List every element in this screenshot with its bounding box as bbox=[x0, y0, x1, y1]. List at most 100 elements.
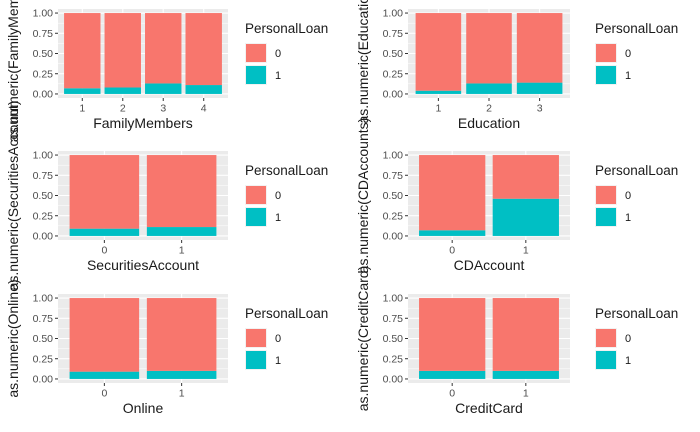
y-axis-title: as.numeric(CreditCard) bbox=[355, 266, 371, 411]
bar-segment-loan-1 bbox=[492, 370, 559, 379]
bar-segment-loan-1 bbox=[69, 371, 140, 379]
y-tick-label: 0.75 bbox=[33, 28, 54, 40]
y-axis-title: as.numeric(FamilyMembers) bbox=[5, 0, 21, 142]
y-axis-title: as.numeric(CDAccounts) bbox=[355, 118, 371, 274]
legend-label: 1 bbox=[625, 355, 631, 367]
x-tick-label: 4 bbox=[201, 103, 207, 115]
x-tick-label: 2 bbox=[486, 103, 492, 115]
y-tick-label: 1.00 bbox=[33, 150, 54, 162]
legend-title: PersonalLoan bbox=[595, 306, 678, 321]
y-tick-label: 0.50 bbox=[33, 190, 54, 202]
bar-segment-loan-0 bbox=[146, 298, 217, 371]
bar-segment-loan-0 bbox=[419, 298, 486, 371]
x-tick-label: 0 bbox=[101, 388, 107, 400]
legend: PersonalLoan 0 1 bbox=[595, 306, 678, 370]
legend-key-swatch bbox=[246, 208, 266, 226]
x-axis-title: SecuritiesAccount bbox=[87, 257, 199, 273]
legend-title: PersonalLoan bbox=[245, 306, 328, 321]
x-tick-label: 0 bbox=[449, 388, 455, 400]
legend-key-swatch bbox=[596, 186, 616, 204]
y-tick-label: 1.00 bbox=[383, 150, 404, 162]
legend-label: 1 bbox=[625, 212, 631, 224]
bar-segment-loan-0 bbox=[492, 298, 559, 371]
bar-segment-loan-1 bbox=[146, 370, 217, 379]
legend-key-swatch bbox=[246, 186, 266, 204]
y-axis-title: as.numeric(Online) bbox=[5, 279, 21, 397]
x-tick-label: 1 bbox=[179, 245, 185, 257]
bar-segment-loan-0 bbox=[145, 13, 182, 84]
y-axis-title: as.numeric(Education) bbox=[355, 0, 371, 124]
y-tick-label: 0.25 bbox=[383, 210, 404, 222]
legend-label: 0 bbox=[625, 48, 631, 60]
bar-segment-loan-1 bbox=[145, 83, 182, 94]
bar-segment-loan-0 bbox=[415, 13, 462, 91]
y-tick-label: 1.00 bbox=[33, 8, 54, 20]
y-tick-label: 1.00 bbox=[383, 293, 404, 305]
legend-key-swatch bbox=[246, 351, 266, 369]
facet-chart-3: 0.000.250.500.751.000 1SecuritiesAccounta… bbox=[5, 101, 328, 291]
bar-segment-loan-1 bbox=[64, 88, 101, 94]
bar-segment-loan-1 bbox=[419, 230, 486, 236]
y-tick-label: 0.25 bbox=[383, 353, 404, 365]
x-tick-label: 2 bbox=[120, 103, 126, 115]
x-axis-title: Education bbox=[458, 115, 520, 131]
legend-label: 1 bbox=[625, 70, 631, 82]
x-axis-title: CreditCard bbox=[455, 400, 523, 416]
y-tick-label: 0.25 bbox=[383, 68, 404, 80]
bar-segment-loan-1 bbox=[492, 198, 559, 236]
legend-label: 0 bbox=[275, 333, 281, 345]
legend: PersonalLoan 0 1 bbox=[245, 163, 328, 227]
x-tick-label: 0 bbox=[101, 245, 107, 257]
x-axis-title: Online bbox=[123, 400, 164, 416]
x-tick-label: 3 bbox=[160, 103, 166, 115]
x-tick-label: 1 bbox=[523, 245, 529, 257]
y-tick-label: 0.25 bbox=[33, 68, 54, 80]
y-tick-label: 0.50 bbox=[383, 190, 404, 202]
x-tick-label: 3 bbox=[537, 103, 543, 115]
x-axis-title: FamilyMembers bbox=[93, 115, 193, 131]
legend: PersonalLoan 0 1 bbox=[245, 306, 328, 370]
bar-segment-loan-0 bbox=[69, 155, 140, 229]
y-tick-label: 0.25 bbox=[33, 353, 54, 365]
bar-segment-loan-0 bbox=[64, 13, 101, 89]
legend-key-swatch bbox=[596, 208, 616, 226]
bar-segment-loan-1 bbox=[516, 82, 563, 94]
legend-key-swatch bbox=[596, 44, 616, 62]
y-tick-label: 0.75 bbox=[33, 170, 54, 182]
x-tick-label: 1 bbox=[179, 388, 185, 400]
legend-key-swatch bbox=[596, 329, 616, 347]
bar-segment-loan-0 bbox=[466, 13, 512, 84]
y-tick-label: 0.25 bbox=[33, 210, 54, 222]
x-tick-label: 1 bbox=[523, 388, 529, 400]
legend-key-swatch bbox=[246, 329, 266, 347]
y-tick-label: 0.50 bbox=[33, 48, 54, 60]
bar-segment-loan-0 bbox=[419, 155, 486, 231]
bar-segment-loan-0 bbox=[146, 155, 217, 228]
y-tick-label: 0.00 bbox=[383, 231, 404, 243]
y-axis-title: as.numeric(SecuritiesAccount) bbox=[5, 101, 21, 291]
legend-label: 1 bbox=[275, 355, 281, 367]
y-tick-label: 0.75 bbox=[383, 28, 404, 40]
bar-segment-loan-0 bbox=[69, 298, 140, 372]
y-tick-label: 0.50 bbox=[383, 48, 404, 60]
legend-label: 0 bbox=[625, 190, 631, 202]
legend-key-swatch bbox=[246, 44, 266, 62]
y-tick-label: 1.00 bbox=[383, 8, 404, 20]
x-tick-label: 0 bbox=[449, 245, 455, 257]
facet-chart-2: 0.00 0.25 0.50 0.75 1.00 1 2 3 Education as.numer… bbox=[355, 0, 678, 131]
y-tick-label: 0.50 bbox=[383, 333, 404, 345]
bar-segment-loan-0 bbox=[185, 13, 222, 86]
y-tick-label: 1.00 bbox=[33, 293, 54, 305]
legend: PersonalLoan 0 1 bbox=[595, 163, 678, 227]
x-axis-title: CDAccount bbox=[454, 257, 525, 273]
bar-segment-loan-1 bbox=[415, 90, 462, 94]
legend-label: 0 bbox=[275, 190, 281, 202]
legend-title: PersonalLoan bbox=[595, 21, 678, 36]
y-tick-label: 0.75 bbox=[383, 170, 404, 182]
y-tick-label: 0.50 bbox=[33, 333, 54, 345]
facet-chart-6: 0.000.250.500.751.000 1CreditCardas.numer… bbox=[355, 266, 678, 416]
y-tick-label: 0.75 bbox=[383, 313, 404, 325]
legend-label: 0 bbox=[275, 48, 281, 60]
legend-title: PersonalLoan bbox=[245, 21, 328, 36]
